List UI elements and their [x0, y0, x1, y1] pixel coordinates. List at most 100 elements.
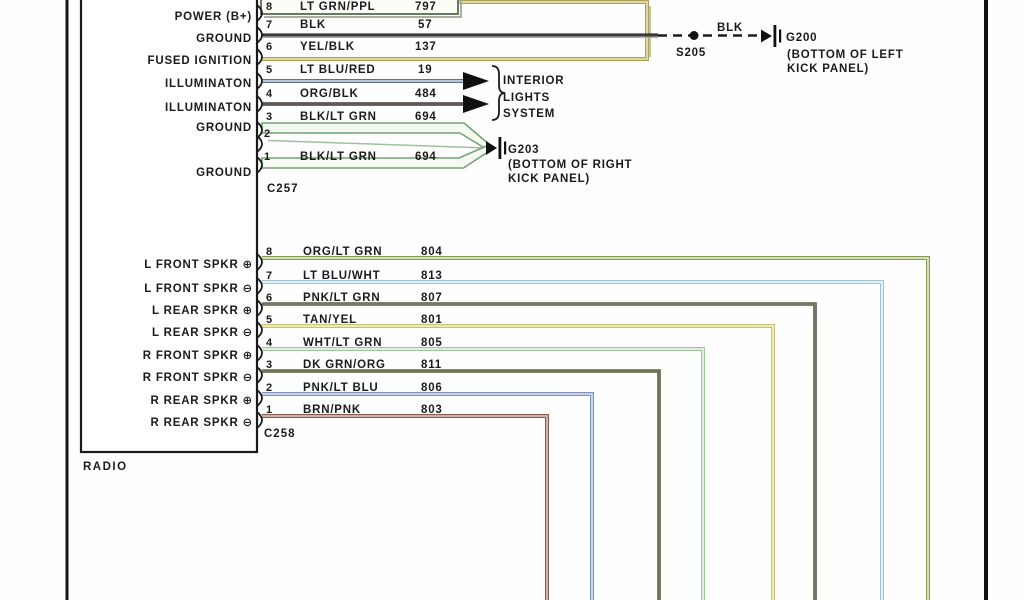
- speaker-label: L REAR SPKR ⊖: [152, 327, 253, 339]
- c257-rows: 8 LT GRN/PPL 797 7 BLK 57 6 YEL/BLK 137 …: [264, 1, 437, 195]
- speaker-label: L FRONT SPKR ⊖: [144, 283, 253, 295]
- pin-bracket: [256, 48, 263, 66]
- circuit-number: 19: [418, 64, 432, 76]
- circuit-number: 813: [421, 270, 443, 282]
- ground-symbol-g203: [486, 137, 507, 159]
- pin-number: 2: [266, 382, 273, 394]
- ground-arrow-icon: [486, 141, 497, 155]
- pin-bracket: [256, 277, 263, 295]
- interior-lights-line1: INTERIOR: [503, 75, 564, 87]
- g203-id: G203: [508, 144, 539, 156]
- wire-c258-pin7-edge: [262, 280, 884, 600]
- splice-dot: [689, 31, 699, 40]
- connector-pin-brackets: [256, 4, 263, 429]
- wire-c257-pin6-yelblk-core: [262, 1, 648, 60]
- wire-color: BLK/LT GRN: [300, 151, 377, 163]
- wire-color: LT GRN/PPL: [300, 1, 376, 13]
- pin-function-label: ILLUMINATON: [165, 78, 252, 90]
- wire-color: ORG/LT GRN: [303, 246, 382, 258]
- circuit-number: 806: [421, 382, 443, 394]
- wire-c257-pin3-ribbon: [261, 122, 492, 151]
- interior-lights-line2: LIGHTS: [503, 92, 550, 104]
- wire-c258-pin7-core: [262, 281, 883, 600]
- radio-label: RADIO: [83, 461, 128, 473]
- speaker-label: R REAR SPKR ⊖: [151, 417, 253, 429]
- wire-color: WHT/LT GRN: [303, 337, 382, 349]
- wire-c257-pin8-box: [260, 0, 459, 15]
- wire-c258-pin1-edge: [262, 414, 549, 600]
- pin-number: 1: [266, 404, 273, 416]
- pin-number: 6: [266, 41, 273, 53]
- radio-box: [79, 0, 259, 454]
- pin-function-label: FUSED IGNITION: [148, 55, 252, 67]
- wire-color: YEL/BLK: [300, 41, 355, 53]
- circuit-number: 801: [421, 314, 443, 326]
- circuit-number: 484: [415, 88, 437, 100]
- pin-bracket: [256, 253, 263, 271]
- pin-number: 1: [264, 151, 271, 163]
- ground-bar-short: [504, 141, 507, 155]
- wire-color: ORG/BLK: [300, 88, 359, 100]
- pin-number: 5: [266, 64, 273, 76]
- pin-number: 7: [266, 270, 273, 282]
- splice-wire-label: BLK: [717, 22, 743, 34]
- pin-bracket: [256, 135, 263, 153]
- pin-bracket: [256, 72, 263, 90]
- arrow-icon-pin5: [463, 72, 489, 90]
- circuit-number: 803: [421, 404, 443, 416]
- wire-c258-pin4-core: [262, 348, 704, 600]
- wire-c258-pin6-core: [262, 303, 816, 600]
- wire-c258-pin1-core: [262, 415, 548, 600]
- pin-number: 3: [266, 359, 273, 371]
- circuit-number: 137: [415, 41, 437, 53]
- ground-bar-short: [779, 29, 782, 43]
- pin-function-label: ILLUMINATON: [165, 102, 252, 114]
- c258-function-labels: L FRONT SPKR ⊕ L FRONT SPKR ⊖ L REAR SPK…: [143, 259, 253, 429]
- speaker-label: R FRONT SPKR ⊕: [143, 350, 253, 362]
- pin-number: 4: [266, 88, 273, 100]
- ground-bar-long: [498, 137, 502, 159]
- g203-location-line1: (BOTTOM OF RIGHT: [508, 159, 632, 171]
- pin-bracket: [256, 156, 263, 174]
- wire-color: LT BLU/RED: [300, 64, 376, 76]
- pin-bracket: [256, 366, 263, 384]
- pin-number: 4: [266, 337, 273, 349]
- pin-number: 6: [266, 292, 273, 304]
- connector-label-c258: C258: [264, 428, 296, 440]
- ground-symbol-g200: [761, 25, 782, 47]
- circuit-number: 797: [415, 1, 437, 13]
- circuit-number: 804: [421, 246, 443, 258]
- speaker-label: L REAR SPKR ⊕: [152, 305, 253, 317]
- circuit-number: 694: [415, 151, 437, 163]
- wire-c257-pin2: [267, 139, 488, 149]
- pin-bracket: [256, 389, 263, 407]
- pin-function-label: POWER (B+): [175, 11, 252, 23]
- wire-color: TAN/YEL: [303, 314, 357, 326]
- splice-id-label: S205: [676, 47, 706, 59]
- wire-c257-pin8-box-shadow: [264, 0, 462, 18]
- pin-bracket: [256, 4, 263, 22]
- circuit-number: 57: [418, 19, 432, 31]
- interior-lights-line3: SYSTEM: [503, 108, 555, 120]
- circuit-number: 805: [421, 337, 443, 349]
- speaker-label: R FRONT SPKR ⊖: [143, 372, 253, 384]
- arrow-icon-pin4: [463, 95, 489, 113]
- speaker-wires: [262, 256, 930, 600]
- g200-location-line2: KICK PANEL): [787, 63, 869, 75]
- c257-function-labels: POWER (B+) GROUND FUSED IGNITION ILLUMIN…: [148, 11, 252, 179]
- wire-color: BLK/LT GRN: [300, 111, 377, 123]
- pin-number: 8: [266, 246, 273, 258]
- circuit-number: 694: [415, 111, 437, 123]
- speaker-label: L FRONT SPKR ⊕: [144, 259, 253, 271]
- pin-bracket: [256, 344, 263, 362]
- wire-color: PNK/LT GRN: [303, 292, 380, 304]
- wire-c258-pin5-core: [262, 325, 774, 600]
- pin-bracket: [256, 95, 263, 113]
- g203-location-line2: KICK PANEL): [508, 173, 590, 185]
- ground-bar-long: [773, 25, 777, 47]
- wire-color: BLK: [300, 19, 326, 31]
- pin-function-label: GROUND: [196, 33, 252, 45]
- pin-number: 5: [266, 314, 273, 326]
